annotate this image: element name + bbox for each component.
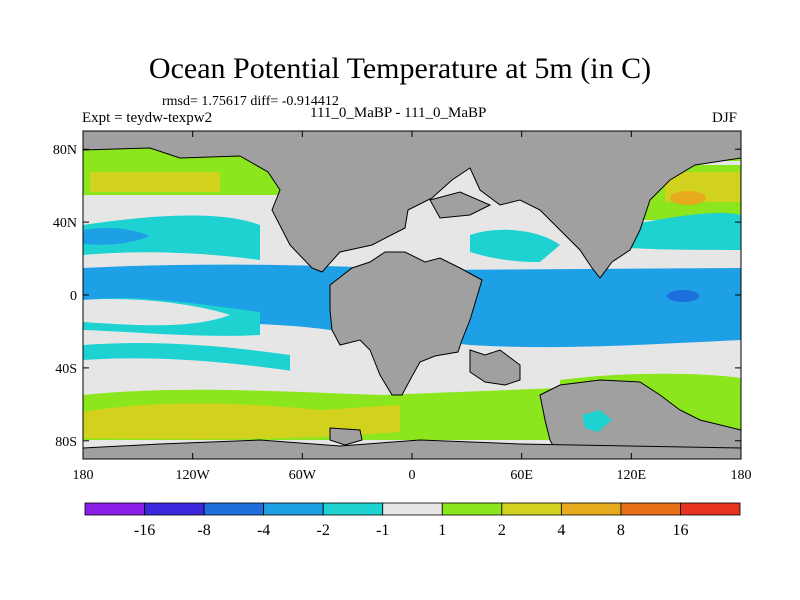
lon-tick-label: 120E bbox=[617, 468, 647, 483]
lon-tick-label: 180 bbox=[73, 468, 94, 483]
colorbar-swatch bbox=[620, 502, 681, 516]
equatorial-white-tongue bbox=[83, 299, 230, 326]
stats-label: rmsd= 1.75617 diff= -0.914412 bbox=[162, 94, 339, 109]
southern-ocean-yellow bbox=[83, 403, 400, 440]
small-southern-island bbox=[329, 427, 363, 446]
colorbar-swatch bbox=[144, 502, 205, 516]
experiment-label: Expt = teydw-texpw2 bbox=[82, 110, 213, 126]
colorbar-swatch bbox=[441, 502, 503, 516]
inland-cyan-lake bbox=[582, 410, 612, 432]
colorbar-label: 8 bbox=[617, 522, 625, 539]
runs-label: 111_0_MaBP - 111_0_MaBP bbox=[310, 105, 487, 121]
colorbar-swatch bbox=[501, 502, 562, 516]
colorbar-swatch bbox=[322, 502, 384, 516]
colorbar-label: 2 bbox=[498, 522, 506, 539]
colorbar: -16 -8 -4 -2 -1 1 2 4 8 16 bbox=[84, 502, 741, 539]
season-label: DJF bbox=[712, 110, 738, 126]
island-block bbox=[469, 349, 521, 386]
south-white-band bbox=[83, 358, 300, 395]
inland-sea-shore bbox=[429, 191, 492, 219]
colorbar-swatch bbox=[382, 502, 443, 516]
colorbar-label: -1 bbox=[376, 522, 389, 539]
colorbar-swatch bbox=[203, 502, 265, 516]
north-blue-blob bbox=[83, 228, 150, 245]
lat-tick-label: 80S bbox=[55, 435, 77, 450]
lat-tick-label: 80N bbox=[53, 143, 77, 158]
colorbar-label: 16 bbox=[672, 522, 688, 539]
colorbar-swatch bbox=[680, 502, 741, 516]
colorbar-label: -4 bbox=[257, 522, 270, 539]
lon-tick-label: 60W bbox=[289, 468, 317, 483]
arabian-cyan bbox=[470, 229, 560, 262]
north-pacific-orange bbox=[670, 191, 706, 205]
colorbar-swatch bbox=[263, 502, 324, 516]
colorbar-label: -16 bbox=[134, 522, 155, 539]
lat-tick-label: 40N bbox=[53, 216, 77, 231]
north-yellow-patch bbox=[90, 172, 220, 192]
north-cyan-band bbox=[83, 215, 260, 260]
lon-tick-label: 120W bbox=[176, 468, 211, 483]
lat-tick-group: 80N 40N 0 40S 80S bbox=[53, 143, 741, 450]
lat-tick-label: 40S bbox=[55, 362, 77, 377]
lon-tick-group: 180 120W 60W 0 60E 120E 180 bbox=[73, 131, 752, 483]
equatorial-deep-blue bbox=[667, 290, 699, 302]
map-field bbox=[83, 131, 741, 459]
antarctica bbox=[83, 439, 741, 459]
plot-title: Ocean Potential Temperature at 5m (in C) bbox=[148, 52, 652, 85]
lon-tick-label: 60E bbox=[510, 468, 533, 483]
lon-tick-label: 0 bbox=[409, 468, 416, 483]
colorbar-label: 4 bbox=[557, 522, 565, 539]
lon-tick-label: 180 bbox=[731, 468, 752, 483]
colorbar-label: -8 bbox=[197, 522, 210, 539]
west-pacific-cyan bbox=[630, 213, 741, 250]
southeast-continent bbox=[539, 379, 741, 459]
colorbar-swatch bbox=[84, 502, 145, 516]
southern-continent-a bbox=[329, 251, 483, 396]
northern-continents bbox=[83, 131, 741, 279]
colorbar-swatch bbox=[560, 502, 622, 516]
colorbar-label: -2 bbox=[317, 522, 330, 539]
lat-tick-label: 0 bbox=[70, 289, 77, 304]
colorbar-label: 1 bbox=[438, 522, 446, 539]
land-masses bbox=[83, 131, 741, 459]
